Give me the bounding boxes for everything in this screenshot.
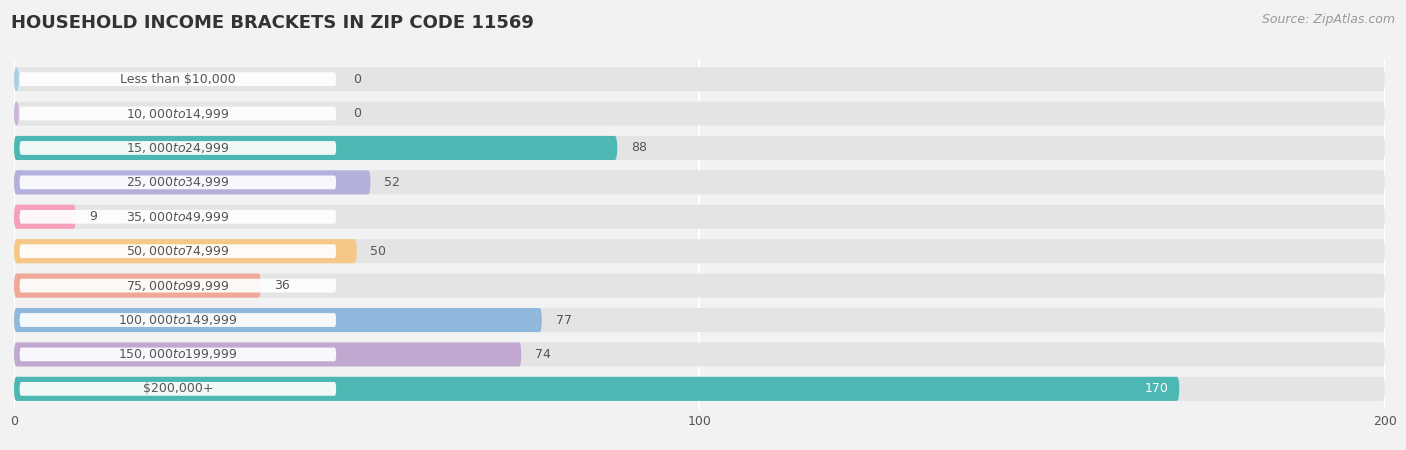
FancyBboxPatch shape	[14, 239, 1385, 263]
FancyBboxPatch shape	[14, 377, 1180, 401]
Text: $50,000 to $74,999: $50,000 to $74,999	[127, 244, 229, 258]
FancyBboxPatch shape	[14, 205, 1385, 229]
Text: $10,000 to $14,999: $10,000 to $14,999	[127, 107, 229, 121]
Text: 36: 36	[274, 279, 290, 292]
Text: 0: 0	[353, 107, 361, 120]
FancyBboxPatch shape	[20, 210, 336, 224]
Text: 74: 74	[534, 348, 551, 361]
FancyBboxPatch shape	[14, 171, 371, 194]
Text: 9: 9	[90, 210, 97, 223]
FancyBboxPatch shape	[20, 141, 336, 155]
Text: Source: ZipAtlas.com: Source: ZipAtlas.com	[1261, 14, 1395, 27]
Text: 0: 0	[353, 72, 361, 86]
Text: 170: 170	[1144, 382, 1168, 396]
FancyBboxPatch shape	[14, 239, 357, 263]
FancyBboxPatch shape	[14, 102, 18, 126]
FancyBboxPatch shape	[14, 308, 1385, 332]
FancyBboxPatch shape	[20, 347, 336, 361]
Text: $15,000 to $24,999: $15,000 to $24,999	[127, 141, 229, 155]
Text: 50: 50	[371, 245, 387, 258]
FancyBboxPatch shape	[14, 67, 1385, 91]
Text: $200,000+: $200,000+	[142, 382, 214, 396]
FancyBboxPatch shape	[20, 176, 336, 189]
FancyBboxPatch shape	[14, 102, 1385, 126]
FancyBboxPatch shape	[14, 205, 76, 229]
Text: 52: 52	[384, 176, 401, 189]
Text: $35,000 to $49,999: $35,000 to $49,999	[127, 210, 229, 224]
Text: 77: 77	[555, 314, 572, 327]
Text: $100,000 to $149,999: $100,000 to $149,999	[118, 313, 238, 327]
Text: HOUSEHOLD INCOME BRACKETS IN ZIP CODE 11569: HOUSEHOLD INCOME BRACKETS IN ZIP CODE 11…	[11, 14, 534, 32]
FancyBboxPatch shape	[14, 342, 522, 366]
FancyBboxPatch shape	[14, 274, 262, 297]
Text: $75,000 to $99,999: $75,000 to $99,999	[127, 279, 229, 292]
FancyBboxPatch shape	[14, 67, 18, 91]
FancyBboxPatch shape	[20, 244, 336, 258]
FancyBboxPatch shape	[14, 308, 541, 332]
FancyBboxPatch shape	[14, 377, 1385, 401]
FancyBboxPatch shape	[14, 171, 1385, 194]
FancyBboxPatch shape	[20, 107, 336, 121]
Text: $25,000 to $34,999: $25,000 to $34,999	[127, 176, 229, 189]
FancyBboxPatch shape	[14, 136, 1385, 160]
Text: $150,000 to $199,999: $150,000 to $199,999	[118, 347, 238, 361]
FancyBboxPatch shape	[14, 342, 1385, 366]
Text: 88: 88	[631, 141, 647, 154]
FancyBboxPatch shape	[14, 136, 617, 160]
FancyBboxPatch shape	[20, 313, 336, 327]
FancyBboxPatch shape	[20, 279, 336, 292]
FancyBboxPatch shape	[14, 274, 1385, 297]
Text: Less than $10,000: Less than $10,000	[120, 72, 236, 86]
FancyBboxPatch shape	[20, 72, 336, 86]
FancyBboxPatch shape	[20, 382, 336, 396]
